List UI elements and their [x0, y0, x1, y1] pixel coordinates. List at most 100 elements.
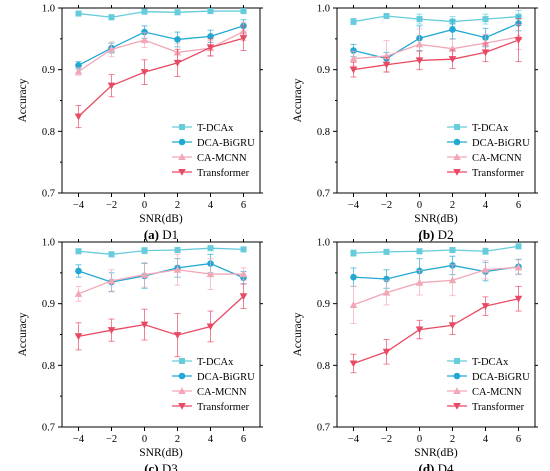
- y-tick-label: 0.8: [42, 127, 55, 138]
- data-point: [240, 8, 247, 15]
- data-point: [173, 265, 182, 273]
- data-point: [140, 36, 149, 44]
- legend-marker: [453, 138, 461, 146]
- series-line: [353, 36, 519, 60]
- data-point: [350, 250, 357, 257]
- legend-marker: [453, 168, 461, 176]
- legend-marker: [178, 402, 186, 410]
- data-point: [415, 326, 424, 334]
- x-tick-label: 4: [208, 434, 214, 445]
- data-point: [107, 277, 116, 284]
- data-point: [350, 273, 357, 281]
- data-point: [174, 36, 181, 43]
- data-point: [383, 13, 390, 20]
- data-point: [240, 246, 247, 253]
- x-axis-label: SNR(dB): [139, 213, 183, 225]
- data-point: [141, 8, 148, 15]
- legend-label: Transformer: [197, 402, 250, 413]
- data-point: [350, 18, 357, 25]
- y-tick-label: 0.8: [42, 361, 55, 372]
- x-tick-label: 4: [208, 200, 214, 211]
- data-point: [141, 28, 148, 36]
- data-point: [350, 47, 357, 54]
- data-point: [349, 360, 358, 368]
- series-transformer: [74, 25, 248, 129]
- y-axis-label: Accuracy: [292, 312, 304, 356]
- y-tick-label: 0.9: [317, 65, 330, 76]
- legend: T-DCAx DCA-BiGRU CA-MCNN Transformer: [172, 357, 255, 413]
- series-line: [78, 37, 244, 118]
- series-line: [353, 264, 519, 280]
- series-line: [78, 295, 244, 337]
- data-point: [206, 44, 215, 52]
- panel-caption: (b) D2: [418, 227, 453, 242]
- data-point: [74, 113, 83, 121]
- series-line: [353, 39, 519, 71]
- data-point: [349, 66, 358, 74]
- legend: T-DCAx DCA-BiGRU CA-MCNN Transformer: [172, 123, 255, 179]
- panel-caption-name: D4: [434, 461, 454, 471]
- x-tick-label: 0: [417, 200, 422, 211]
- panel-caption: (c) D3: [144, 461, 178, 471]
- data-point: [141, 247, 148, 254]
- legend-marker: [453, 153, 461, 161]
- series-dca-bigru: [350, 255, 522, 289]
- y-axis-label: Accuracy: [292, 78, 304, 122]
- x-tick-label: 6: [516, 434, 521, 445]
- data-point: [74, 67, 83, 75]
- y-tick-label: 1.0: [317, 238, 330, 249]
- data-point: [207, 8, 214, 15]
- y-tick-label: 0.7: [42, 189, 55, 200]
- legend-label: T-DCAx: [197, 357, 234, 368]
- series-ca-mcnn: [349, 259, 523, 324]
- legend-label: Transformer: [472, 402, 525, 413]
- legend-marker: [453, 387, 461, 395]
- data-point: [108, 251, 115, 258]
- chart-panel-d3: 0.7 0.8 0.9 1.0 −4 −2 0 2 4 6 SNR(dB) Accuracy (c) D…: [17, 238, 263, 471]
- x-axis-label: SNR(dB): [139, 447, 183, 459]
- panel-caption-letter: (a): [144, 227, 159, 242]
- legend-label: Transformer: [472, 168, 525, 179]
- data-point: [449, 26, 456, 33]
- y-tick-label: 0.9: [42, 299, 55, 310]
- legend-label: CA-MCNN: [197, 387, 247, 398]
- data-point: [415, 40, 424, 48]
- data-point: [514, 263, 523, 271]
- x-tick-label: 0: [417, 434, 422, 445]
- legend-marker: [178, 138, 186, 146]
- data-point: [481, 265, 490, 273]
- series-line: [78, 269, 244, 295]
- data-point: [349, 54, 358, 62]
- x-tick-label: 2: [450, 434, 455, 445]
- x-tick-label: 4: [483, 434, 489, 445]
- data-point: [382, 348, 391, 356]
- series-line: [353, 266, 519, 306]
- data-point: [416, 16, 423, 23]
- series-t-dcax: [75, 8, 247, 21]
- series-line: [353, 245, 519, 254]
- data-point: [481, 303, 490, 310]
- y-tick-label: 1.0: [317, 4, 330, 15]
- data-point: [239, 270, 248, 278]
- legend-label: DCA-BiGRU: [472, 372, 530, 383]
- legend-label: DCA-BiGRU: [197, 138, 255, 149]
- data-point: [108, 14, 115, 21]
- x-tick-label: 0: [142, 434, 147, 445]
- x-tick-label: −2: [106, 434, 117, 445]
- legend-label: T-DCAx: [472, 357, 509, 368]
- data-point: [74, 333, 83, 341]
- data-point: [239, 35, 248, 43]
- series-t-dcax: [75, 245, 247, 258]
- data-point: [173, 59, 182, 67]
- legend: T-DCAx DCA-BiGRU CA-MCNN Transformer: [447, 123, 530, 179]
- x-tick-label: 6: [241, 200, 246, 211]
- x-tick-label: 6: [241, 434, 246, 445]
- y-tick-label: 1.0: [42, 238, 55, 249]
- data-point: [206, 270, 215, 278]
- chart-panel-d4: 0.7 0.8 0.9 1.0 −4 −2 0 2 4 6 SNR(dB) Accuracy (d) D…: [292, 238, 538, 471]
- data-point: [174, 247, 181, 254]
- series-line: [78, 247, 244, 255]
- panel-caption: (d) D4: [418, 461, 454, 471]
- legend-marker: [453, 372, 461, 380]
- x-tick-label: −4: [73, 200, 85, 211]
